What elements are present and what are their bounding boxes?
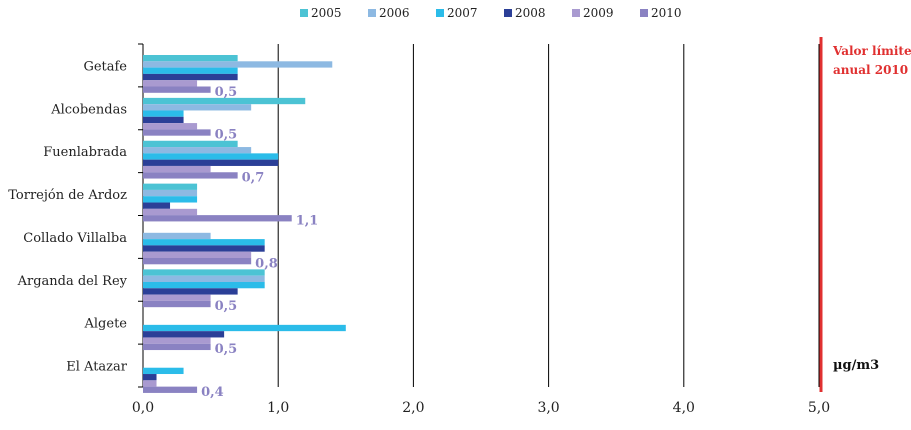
data-label: 0,5 — [215, 85, 238, 100]
legend-swatch — [640, 9, 648, 17]
category-label: Algete — [84, 317, 128, 332]
x-tick-label: 3,0 — [537, 400, 559, 416]
data-label: 0,5 — [215, 342, 238, 357]
category-label: Alcobendas — [50, 102, 127, 117]
bar-2007 — [143, 367, 184, 375]
data-label: 0,4 — [201, 385, 224, 400]
bar-2006 — [143, 104, 252, 111]
x-tick-label: 2,0 — [402, 400, 424, 416]
legend-label: 2006 — [379, 6, 410, 20]
bar-2005 — [143, 183, 198, 190]
bar-2010 — [143, 258, 252, 265]
limit-label: Valor límite — [832, 44, 911, 58]
unit-label: µg/m3 — [833, 358, 879, 373]
category-label: El Atazar — [66, 360, 128, 375]
bar-2006 — [143, 147, 252, 154]
bar-2005 — [143, 55, 238, 62]
x-tick-label: 1,0 — [267, 400, 289, 416]
data-label: 0,5 — [215, 128, 238, 143]
bar-2008 — [143, 159, 279, 166]
legend-label: 2010 — [651, 6, 682, 20]
bar-2006 — [143, 232, 211, 240]
bar-2010 — [143, 343, 211, 351]
bar-2008 — [143, 202, 171, 209]
category-label: Torrejón de Ardoz — [8, 188, 127, 203]
bar-2006 — [143, 275, 265, 282]
bar-2007 — [143, 67, 238, 74]
bar-2009 — [143, 123, 198, 130]
bar-2009 — [143, 165, 211, 173]
bar-2008 — [143, 288, 238, 295]
legend-label: 2007 — [447, 6, 478, 20]
x-tick-label: 0,0 — [132, 400, 154, 416]
bar-2005 — [143, 97, 306, 105]
legend-swatch — [436, 9, 444, 17]
bar-2010 — [143, 300, 211, 308]
data-label: 0,8 — [255, 256, 278, 271]
bar-2009 — [143, 337, 211, 344]
legend-swatch — [300, 9, 308, 17]
bar-2006 — [143, 61, 333, 68]
bar-2007 — [143, 324, 346, 332]
bar-2009 — [143, 380, 157, 387]
bar-2007 — [143, 239, 265, 246]
x-tick-label: 4,0 — [673, 400, 695, 416]
bar-2010 — [143, 129, 211, 136]
bar-2005 — [143, 269, 265, 276]
legend-swatch — [368, 9, 376, 17]
bar-2009 — [143, 208, 198, 216]
legend-label: 2005 — [311, 6, 342, 20]
data-label: 1,1 — [296, 213, 319, 228]
x-tick-label: 5,0 — [808, 400, 830, 416]
category-label: Fuenlabrada — [43, 145, 127, 160]
bar-2009 — [143, 294, 211, 301]
bar-2007 — [143, 196, 198, 203]
legend-swatch — [504, 9, 512, 17]
bar-2007 — [143, 281, 265, 289]
bar-2008 — [143, 116, 184, 124]
bar-2008 — [143, 374, 157, 381]
data-label: 0,7 — [242, 171, 265, 186]
legend-swatch — [572, 9, 580, 17]
data-label: 0,5 — [215, 299, 238, 314]
bar-2010 — [143, 86, 211, 93]
bar-2005 — [143, 140, 238, 148]
bar-2009 — [143, 251, 252, 258]
legend-label: 2008 — [515, 6, 546, 20]
bar-2008 — [143, 245, 265, 252]
limit-label: anual 2010 — [833, 63, 908, 77]
legend-label: 2009 — [583, 6, 614, 20]
bar-2010 — [143, 172, 238, 179]
bar-2007 — [143, 110, 184, 117]
bar-2007 — [143, 153, 279, 160]
category-label: Arganda del Rey — [17, 274, 128, 289]
bar-2010 — [143, 215, 292, 222]
bar-2010 — [143, 386, 198, 393]
bar-2008 — [143, 331, 225, 338]
bar-2008 — [143, 73, 238, 81]
category-label: Getafe — [83, 59, 127, 74]
bar-2009 — [143, 80, 198, 87]
category-label: Collado Villalba — [23, 231, 127, 246]
bar-2006 — [143, 189, 198, 197]
